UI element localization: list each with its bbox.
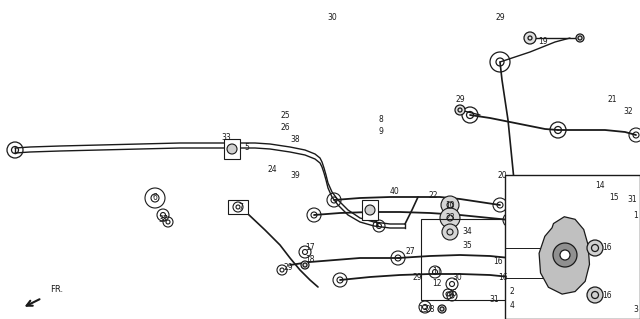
Circle shape — [442, 224, 458, 240]
Text: 31: 31 — [489, 294, 499, 303]
Circle shape — [301, 261, 309, 269]
Text: 18: 18 — [305, 256, 315, 264]
Circle shape — [227, 144, 237, 154]
Text: 30: 30 — [327, 13, 337, 23]
Text: 7: 7 — [239, 204, 243, 212]
Text: 13: 13 — [418, 306, 428, 315]
Circle shape — [560, 250, 570, 260]
Text: 16: 16 — [602, 291, 612, 300]
Bar — [421, 219, 510, 300]
Text: 6: 6 — [152, 194, 157, 203]
Circle shape — [553, 243, 577, 267]
Circle shape — [524, 32, 536, 44]
Text: 8: 8 — [379, 115, 383, 124]
Text: 4: 4 — [509, 300, 515, 309]
Text: 27: 27 — [405, 248, 415, 256]
Circle shape — [455, 105, 465, 115]
Text: 26: 26 — [280, 122, 290, 131]
Text: 14: 14 — [595, 181, 605, 189]
Text: 2: 2 — [509, 287, 515, 296]
Text: 25: 25 — [280, 110, 290, 120]
Text: 22: 22 — [428, 190, 438, 199]
Circle shape — [536, 214, 564, 242]
Polygon shape — [539, 217, 589, 294]
Text: 36: 36 — [447, 290, 457, 299]
Circle shape — [587, 240, 603, 256]
Text: 5: 5 — [244, 144, 250, 152]
Text: 17: 17 — [305, 243, 315, 253]
Circle shape — [440, 208, 460, 228]
Text: 28: 28 — [425, 306, 435, 315]
Circle shape — [438, 305, 446, 313]
Text: 34: 34 — [462, 227, 472, 236]
Bar — [224, 139, 240, 159]
Text: 9: 9 — [379, 128, 383, 137]
Text: 12: 12 — [432, 279, 442, 288]
Polygon shape — [518, 188, 578, 272]
Circle shape — [365, 205, 375, 215]
Bar — [228, 200, 248, 214]
Text: 40: 40 — [390, 188, 400, 197]
Text: 11: 11 — [432, 268, 442, 277]
Bar — [362, 200, 378, 220]
Text: SDAAB2900: SDAAB2900 — [520, 313, 562, 319]
Text: 29: 29 — [495, 13, 505, 23]
Text: 32: 32 — [623, 108, 633, 116]
Text: 37: 37 — [158, 216, 168, 225]
Text: 35: 35 — [462, 241, 472, 249]
Text: 15: 15 — [609, 194, 619, 203]
Text: 38: 38 — [290, 136, 300, 145]
Text: 19: 19 — [538, 38, 548, 47]
Text: 10: 10 — [445, 201, 455, 210]
Circle shape — [587, 287, 603, 303]
Text: 29: 29 — [283, 263, 293, 272]
Text: 29: 29 — [412, 273, 422, 283]
Text: 39: 39 — [290, 170, 300, 180]
Text: 3: 3 — [634, 306, 639, 315]
Text: FR.: FR. — [50, 285, 63, 294]
Circle shape — [544, 222, 556, 234]
Bar — [505, 175, 640, 319]
Text: 30: 30 — [452, 273, 462, 283]
Text: 29: 29 — [455, 95, 465, 105]
Text: 23: 23 — [445, 213, 455, 222]
Text: 16: 16 — [498, 272, 508, 281]
Text: 31: 31 — [627, 196, 637, 204]
Text: 21: 21 — [607, 95, 617, 105]
Text: 33: 33 — [221, 133, 231, 143]
Circle shape — [441, 196, 459, 214]
Text: 16: 16 — [602, 243, 612, 253]
Circle shape — [576, 34, 584, 42]
Text: 16: 16 — [493, 257, 503, 266]
Text: 20: 20 — [497, 170, 507, 180]
Text: 1: 1 — [634, 211, 638, 220]
Text: 24: 24 — [267, 166, 277, 174]
